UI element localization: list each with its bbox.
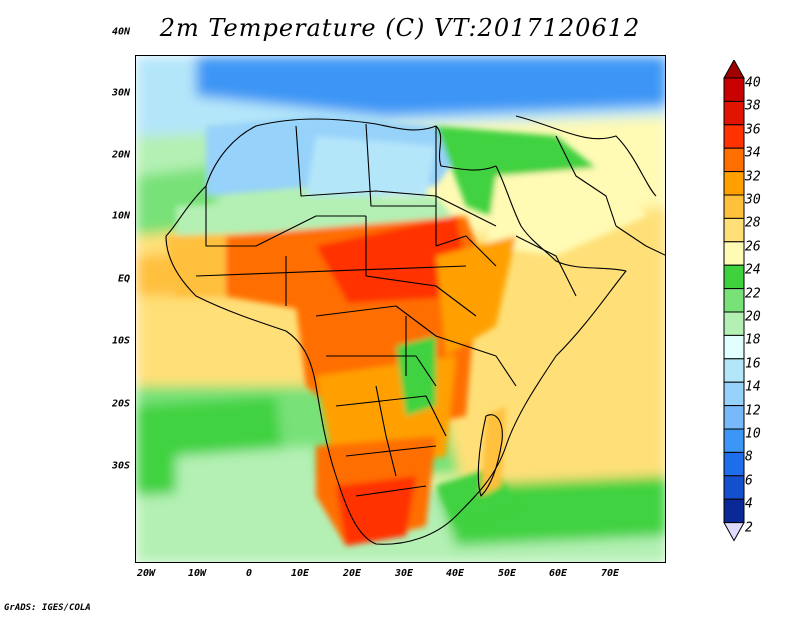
border-line [365, 123, 436, 207]
colorbar-tick-label: 24 [745, 262, 761, 278]
border-line [375, 385, 397, 477]
colorbar-tick-label: 10 [745, 426, 761, 442]
colorbar-tick-label: 30 [745, 192, 761, 208]
lon-tick-label: 0 [245, 568, 253, 579]
border-line [515, 115, 657, 197]
lat-tick-label: 10S [111, 335, 130, 347]
colorbar-swatch [723, 498, 745, 524]
colorbar-tick-label: 2 [745, 520, 753, 536]
lat-tick-label: EQ [117, 273, 130, 285]
colorbar-swatch [723, 100, 745, 126]
colorbar-swatch [723, 77, 745, 102]
colorbar-tick-label: 18 [745, 332, 761, 348]
lat-tick-label: 40N [111, 26, 130, 38]
lon-tick-label: 60E [548, 568, 568, 579]
border-line [295, 125, 437, 197]
colorbar-tick-label: 16 [745, 356, 761, 372]
border-line [165, 165, 627, 545]
colorbar-swatch [723, 381, 745, 407]
lon-tick-label: 40E [445, 568, 465, 579]
lat-tick-label: 20S [111, 398, 130, 410]
border-line [515, 235, 577, 297]
border-line [205, 186, 366, 247]
colorbar-swatch [723, 405, 745, 430]
border-line [555, 135, 617, 227]
colorbar-swatch [723, 311, 745, 336]
country-borders [165, 115, 665, 545]
colorbar-swatch [723, 288, 745, 313]
colorbar-tick-label: 28 [745, 215, 761, 231]
colorbar-swatch [723, 171, 745, 196]
colorbar-tick-label: 38 [745, 98, 761, 114]
colorbar-swatch [723, 241, 745, 266]
lon-tick-label: 70E [600, 568, 620, 579]
border-line [465, 345, 517, 387]
border-line [477, 414, 503, 497]
colorbar-swatch [723, 264, 745, 290]
lat-tick-label: 30S [111, 460, 130, 472]
border-line [615, 225, 665, 256]
colorbar-swatch [723, 428, 745, 453]
colorbar-tick-label: 20 [745, 309, 761, 325]
temperature-field [136, 56, 665, 562]
colorbar-tick-label: 8 [745, 449, 753, 465]
colorbar-swatch [723, 217, 745, 243]
lon-tick-label: 10W [187, 568, 207, 579]
lat-tick-label: 30N [111, 87, 130, 99]
colorbar-tick-label: 36 [745, 122, 761, 138]
border-line [326, 355, 437, 387]
lat-tick-label: 20N [111, 149, 130, 161]
temperature-map [135, 55, 666, 563]
border-line [335, 395, 447, 437]
colorbar-swatch [723, 124, 745, 149]
colorbar-tick-label: 22 [745, 286, 761, 302]
colorbar-swatch [723, 194, 745, 219]
colorbar-swatch [723, 451, 745, 477]
colorbar-tick-label: 6 [745, 473, 753, 489]
border-line [365, 216, 477, 317]
colorbar-swatch [723, 358, 745, 383]
lon-tick-label: 50E [497, 568, 517, 579]
map-canvas [136, 56, 665, 562]
colorbar-tick-label: 40 [745, 75, 761, 91]
colorbar-tick-label: 34 [745, 145, 761, 161]
colorbar-tick-label: 4 [745, 496, 753, 512]
lon-tick-label: 20W [136, 568, 156, 579]
lon-tick-label: 20E [342, 568, 362, 579]
colorbar-bottom-arrow [723, 522, 745, 542]
border-line [195, 265, 467, 277]
colorbar-tick-label: 32 [745, 169, 761, 185]
colorbar-tick-label: 26 [745, 239, 761, 255]
border-line [165, 118, 497, 237]
border-line [315, 305, 467, 347]
map-title: 2m Temperature (C) VT:2017120612 [159, 14, 641, 42]
colorbar-tick-label: 12 [745, 403, 761, 419]
lon-tick-label: 30E [394, 568, 414, 579]
colorbar-swatch [723, 147, 745, 173]
border-line [355, 485, 427, 497]
border-line [345, 445, 437, 457]
lon-tick-label: 10E [290, 568, 310, 579]
colorbar-tick-label: 14 [745, 379, 761, 395]
grads-credit: GrADS: IGES/COLA [4, 603, 91, 613]
colorbar [723, 60, 745, 542]
colorbar-swatch [723, 475, 745, 500]
border-line [435, 195, 497, 227]
border-line [435, 235, 497, 267]
lat-tick-label: 10N [111, 210, 130, 222]
colorbar-top-arrow [723, 60, 745, 79]
colorbar-swatch [723, 334, 745, 360]
